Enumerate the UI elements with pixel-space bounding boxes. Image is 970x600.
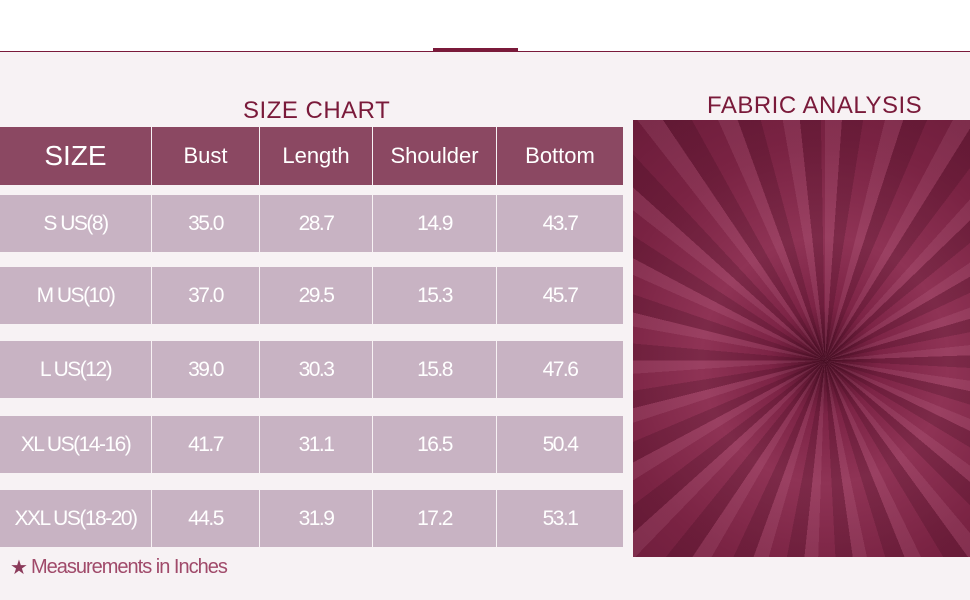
- header-cell: Shoulder: [373, 127, 496, 185]
- measurement-cell: 15.8: [373, 341, 496, 398]
- measurement-cell: 43.7: [497, 195, 623, 252]
- measurement-cell: 29.5: [260, 267, 372, 324]
- measurement-note: ★ Measurements in Inches: [10, 555, 228, 580]
- star-icon: ★: [10, 557, 28, 579]
- size-label-cell: L US(12): [0, 341, 151, 398]
- header-cell: Bottom: [497, 127, 623, 185]
- measurement-cell: 31.9: [260, 490, 372, 547]
- measurement-cell: 41.7: [152, 416, 259, 473]
- measurement-cell: 17.2: [373, 490, 496, 547]
- size-label-cell: XXL US(18-20): [0, 490, 151, 547]
- measurement-cell: 16.5: [373, 416, 496, 473]
- size-chart-title: SIZE CHART: [243, 97, 391, 124]
- measurement-cell: 15.3: [373, 267, 496, 324]
- header-cell: SIZE: [0, 127, 151, 185]
- header-cell: Bust: [152, 127, 259, 185]
- measurement-cell: 45.7: [497, 267, 623, 324]
- measurement-cell: 31.1: [260, 416, 372, 473]
- measurement-cell: 28.7: [260, 195, 372, 252]
- measurement-cell: 14.9: [373, 195, 496, 252]
- size-label-cell: M US(10): [0, 267, 151, 324]
- top-band: [0, 0, 970, 51]
- measurement-cell: 30.3: [260, 341, 372, 398]
- fabric-swatch-image: [633, 120, 970, 557]
- size-label-cell: XL US(14-16): [0, 416, 151, 473]
- measurement-cell: 35.0: [152, 195, 259, 252]
- divider-accent: [433, 48, 518, 52]
- measurement-cell: 37.0: [152, 267, 259, 324]
- header-cell: Length: [260, 127, 372, 185]
- fabric-analysis-title: FABRIC ANALYSIS: [707, 92, 923, 119]
- measurement-cell: 39.0: [152, 341, 259, 398]
- size-label-cell: S US(8): [0, 195, 151, 252]
- measurement-cell: 47.6: [497, 341, 623, 398]
- measurement-cell: 53.1: [497, 490, 623, 547]
- measurement-cell: 50.4: [497, 416, 623, 473]
- note-text: Measurements in Inches: [30, 556, 228, 578]
- measurement-cell: 44.5: [152, 490, 259, 547]
